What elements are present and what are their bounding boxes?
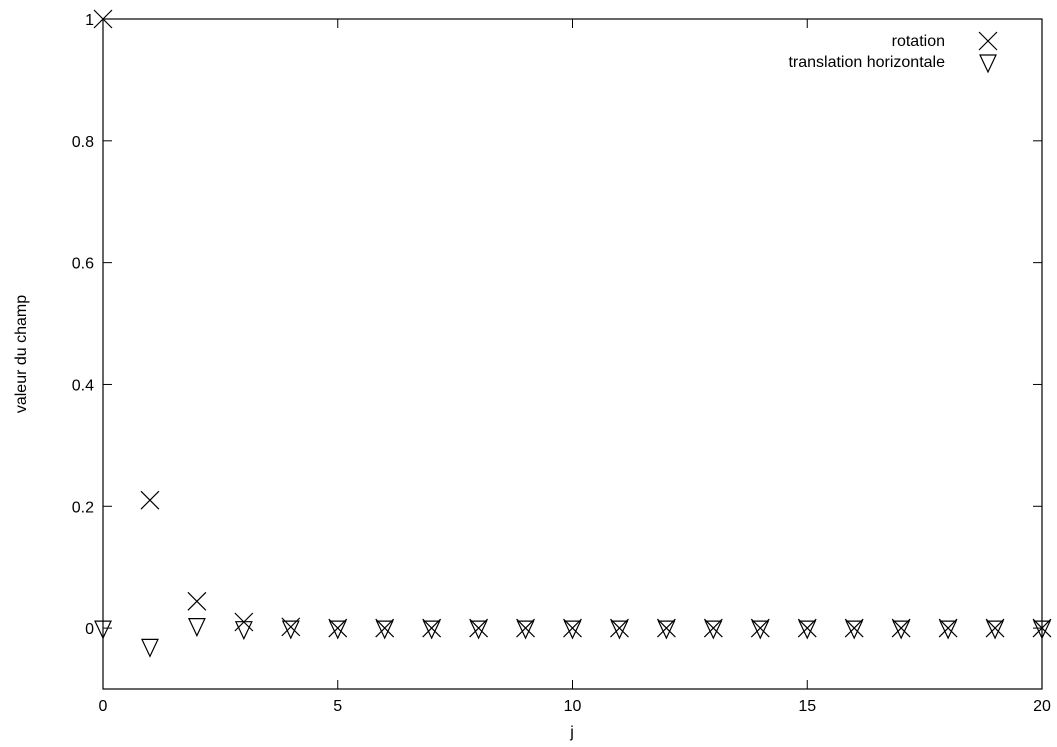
y-axis-label: valeur du champ: [13, 295, 30, 413]
translation-point: [610, 620, 629, 640]
translation-point: [281, 620, 300, 640]
rotation-point: [1032, 618, 1052, 638]
y-tick-label: 0.2: [72, 499, 94, 516]
x-tick-label: 15: [798, 698, 816, 715]
translation-point: [328, 620, 347, 640]
series-translation-horizontale: [94, 618, 1051, 658]
translation-point: [704, 620, 723, 640]
plot-frame: [102, 18, 1043, 690]
rotation-point: [656, 618, 676, 638]
y-tick-label: 0.8: [72, 134, 94, 151]
rotation-point: [328, 618, 348, 638]
translation-point: [751, 620, 770, 640]
rotation-point: [187, 591, 207, 611]
legend-triangle-marker: [979, 54, 997, 74]
translation-point: [469, 620, 488, 640]
translation-point: [516, 620, 535, 640]
legend: rotation translation horizontale: [788, 31, 998, 74]
x-tick-label: 0: [99, 698, 108, 715]
rotation-point: [469, 618, 489, 638]
translation-point: [798, 620, 817, 640]
translation-point: [94, 620, 112, 640]
rotation-point: [985, 618, 1005, 638]
y-tick-label: 0.4: [72, 377, 94, 394]
translation-point: [845, 620, 864, 640]
rotation-point: [844, 618, 864, 638]
x-tick-label: 20: [1033, 698, 1051, 715]
rotation-point: [891, 618, 911, 638]
y-tick-label: 0: [85, 621, 94, 638]
rotation-point: [93, 9, 113, 29]
translation-point: [234, 621, 253, 641]
translation-point: [1033, 620, 1051, 640]
translation-point: [563, 620, 582, 640]
y-tick-label: 0.6: [72, 256, 94, 273]
y-tick-label: 1: [85, 12, 94, 29]
rotation-point: [375, 618, 395, 638]
rotation-point: [563, 618, 582, 638]
rotation-point: [938, 618, 958, 638]
rotation-point: [516, 618, 535, 638]
translation-point: [422, 620, 441, 640]
axis-ticks: [102, 18, 1043, 689]
legend-label: translation horizontale: [788, 54, 945, 71]
translation-point: [939, 620, 958, 640]
data-marks: [93, 9, 1052, 658]
x-axis-label: j: [569, 724, 574, 741]
rotation-point: [140, 490, 160, 510]
translation-point: [187, 618, 206, 638]
rotation-point: [422, 618, 442, 638]
rotation-point: [703, 618, 723, 638]
translation-point: [986, 620, 1004, 640]
legend-cross-marker: [978, 31, 998, 51]
translation-point: [657, 620, 676, 640]
translation-point: [375, 620, 394, 640]
translation-point: [141, 638, 159, 658]
translation-point: [892, 620, 911, 640]
rotation-point: [750, 618, 770, 638]
legend-label: rotation: [892, 33, 945, 50]
series-rotation: [93, 9, 1052, 638]
axis-tick-labels: 0 5 10 15 20 0 0.2 0.4 0.6 0.8 1: [72, 12, 1051, 715]
x-tick-label: 10: [564, 698, 582, 715]
rotation-point: [610, 618, 629, 638]
x-tick-label: 5: [333, 698, 342, 715]
rotation-point: [797, 618, 817, 638]
